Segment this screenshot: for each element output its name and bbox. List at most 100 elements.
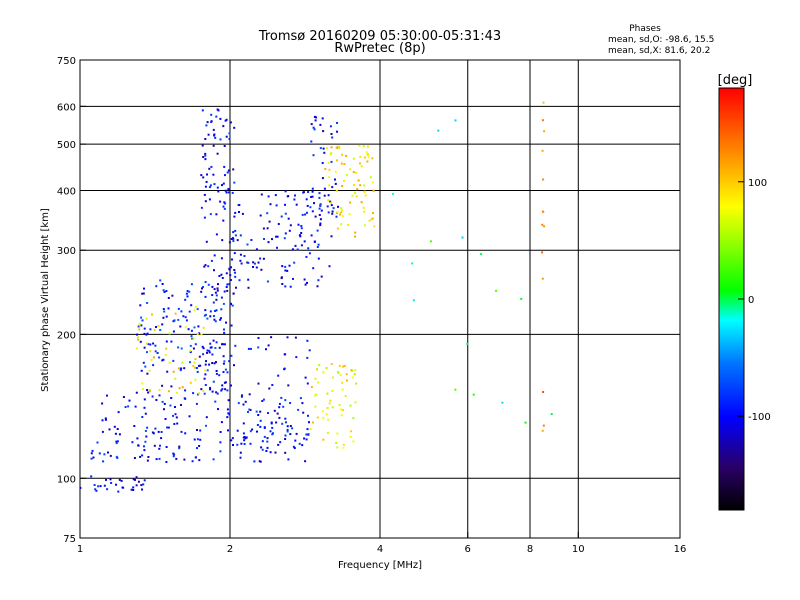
data-point: [355, 195, 358, 198]
data-point: [348, 213, 351, 215]
data-point: [202, 326, 205, 329]
phase-stats-x: mean, sd,X: 81.6, 20.2: [608, 46, 710, 56]
data-point: [273, 409, 276, 412]
data-point: [170, 340, 173, 343]
data-point: [200, 174, 203, 177]
data-point: [350, 430, 353, 433]
data-point: [257, 261, 260, 264]
data-point: [352, 171, 355, 174]
data-point: [480, 253, 482, 256]
data-point: [331, 406, 334, 409]
data-point: [214, 320, 217, 323]
data-point: [239, 456, 242, 459]
data-point: [93, 484, 96, 486]
data-point: [242, 422, 245, 425]
data-point: [168, 332, 171, 335]
data-point: [96, 441, 99, 444]
data-point: [214, 347, 217, 349]
data-point: [366, 160, 369, 163]
data-point: [437, 129, 440, 132]
data-point: [219, 450, 222, 453]
data-point: [208, 186, 211, 189]
data-point: [304, 283, 307, 286]
data-point: [215, 115, 218, 118]
data-point: [294, 336, 297, 339]
data-point: [219, 200, 222, 203]
data-point: [134, 478, 136, 481]
data-point: [222, 371, 225, 373]
data-point: [155, 326, 157, 328]
data-point: [298, 442, 301, 445]
data-point: [203, 377, 206, 380]
data-point: [144, 440, 147, 443]
data-point: [293, 261, 296, 264]
data-point: [151, 431, 154, 434]
data-point: [263, 238, 265, 240]
data-point: [340, 414, 343, 417]
data-point: [184, 326, 187, 329]
data-point: [284, 232, 287, 235]
data-point: [327, 418, 330, 421]
data-point: [352, 157, 355, 160]
data-point: [155, 458, 158, 461]
data-point: [542, 101, 545, 104]
data-point: [202, 389, 205, 392]
data-point: [204, 309, 207, 312]
data-point: [231, 258, 233, 261]
data-point: [157, 430, 160, 433]
data-point: [122, 486, 125, 489]
data-point: [205, 124, 208, 127]
data-point: [139, 340, 142, 343]
data-point: [213, 254, 216, 257]
data-point: [313, 240, 316, 243]
data-point: [160, 431, 163, 433]
data-point: [342, 215, 344, 217]
data-point: [267, 344, 270, 347]
data-point: [328, 168, 331, 171]
data-point: [351, 376, 354, 379]
data-point: [294, 244, 297, 247]
data-point: [167, 297, 170, 299]
data-point: [289, 402, 292, 404]
phase-stats-heading: Phases: [629, 24, 661, 34]
data-point: [222, 125, 225, 128]
data-point: [316, 368, 318, 371]
data-point: [307, 414, 309, 417]
data-point: [302, 411, 305, 414]
data-point: [335, 215, 338, 218]
data-point: [172, 414, 174, 417]
data-point: [391, 192, 394, 195]
data-point: [242, 403, 245, 406]
data-point: [310, 386, 313, 388]
data-point: [183, 458, 186, 461]
data-point: [134, 405, 137, 408]
data-point: [224, 368, 227, 371]
data-point: [287, 217, 290, 220]
data-point: [292, 445, 295, 448]
data-point: [230, 384, 232, 387]
data-point: [371, 157, 374, 160]
data-point: [276, 412, 279, 415]
data-point: [338, 147, 341, 150]
data-point: [222, 362, 225, 365]
data-point: [223, 360, 226, 363]
data-point: [261, 440, 264, 443]
data-point: [323, 194, 326, 197]
data-point: [190, 304, 193, 307]
data-point: [157, 324, 160, 327]
data-point: [337, 371, 340, 374]
data-point: [204, 369, 207, 372]
data-point: [203, 392, 206, 395]
data-point: [307, 191, 310, 193]
data-point: [194, 358, 197, 361]
data-point: [354, 235, 356, 238]
data-point: [329, 200, 332, 203]
data-point: [286, 269, 289, 272]
data-point: [319, 224, 322, 227]
data-point: [202, 156, 205, 158]
data-point: [367, 156, 370, 159]
data-point: [311, 187, 314, 190]
data-point: [284, 269, 287, 272]
data-point: [131, 441, 134, 444]
